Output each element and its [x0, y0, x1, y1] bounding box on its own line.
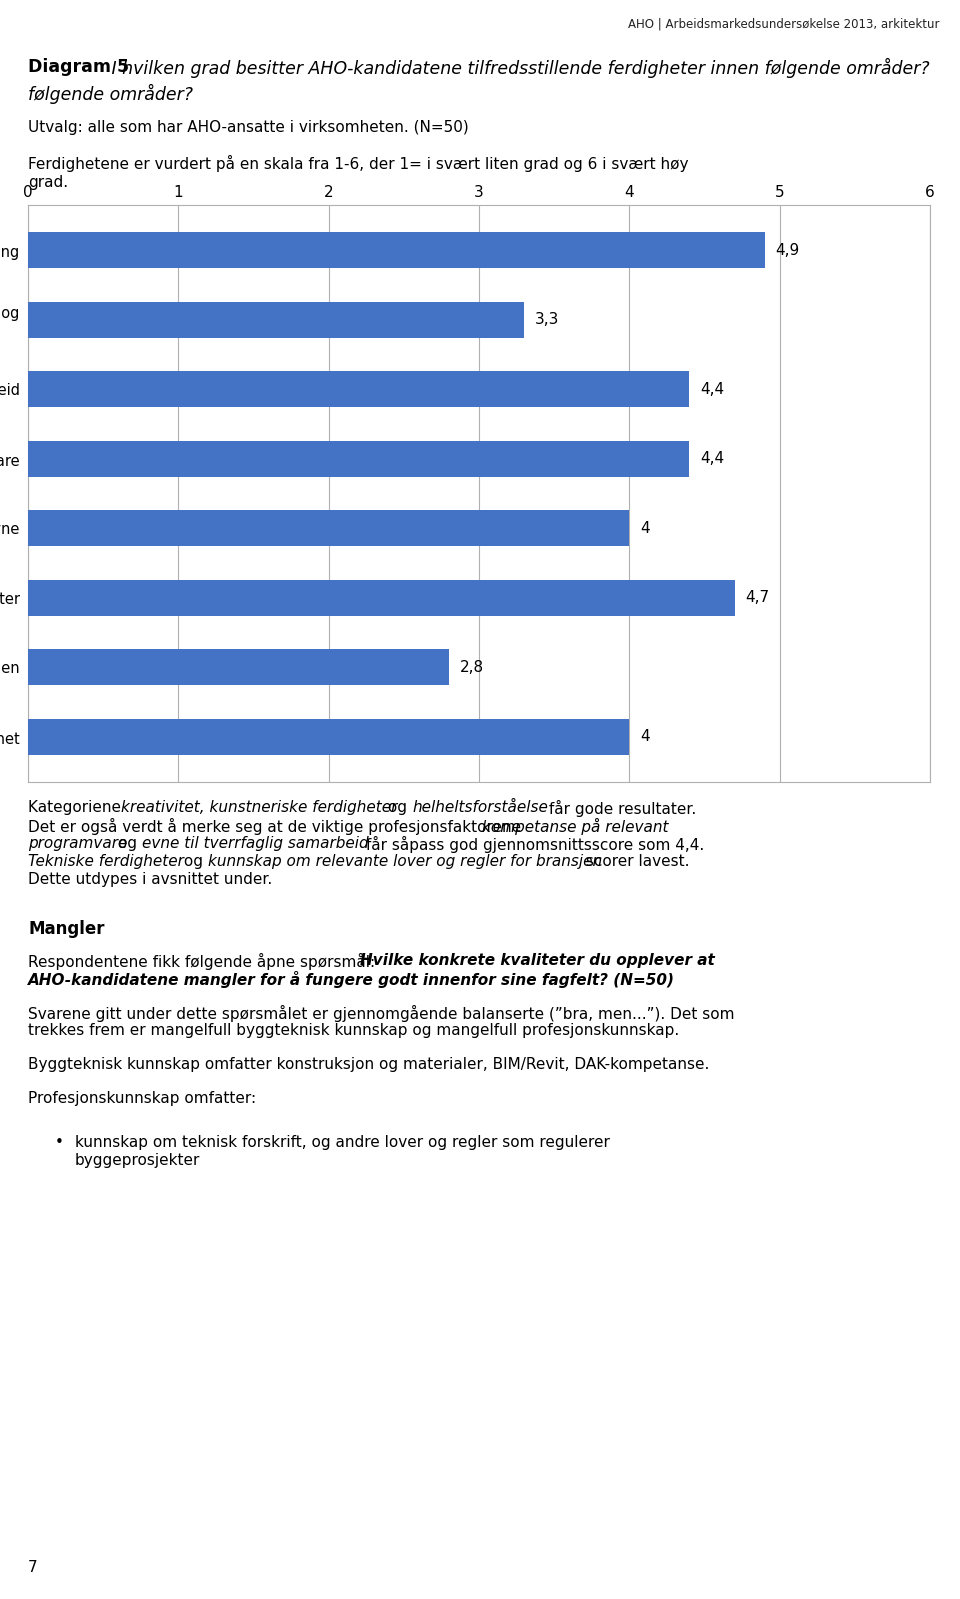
- Text: Hvilke konkrete kvaliteter du opplever at: Hvilke konkrete kvaliteter du opplever a…: [360, 953, 715, 967]
- Text: 2,8: 2,8: [460, 660, 484, 675]
- Text: 4: 4: [640, 521, 650, 536]
- Text: Profesjonskunnskap omfatter:: Profesjonskunnskap omfatter:: [28, 1091, 256, 1107]
- Text: 7: 7: [28, 1561, 37, 1575]
- Text: 3,3: 3,3: [535, 312, 559, 328]
- Bar: [28, 441, 689, 477]
- Text: Svarene gitt under dette spørsmålet er gjennomgående balanserte (”bra, men...”).: Svarene gitt under dette spørsmålet er g…: [28, 1006, 734, 1022]
- Text: kreativitet, kunstneriske ferdigheter: kreativitet, kunstneriske ferdigheter: [121, 800, 397, 815]
- Bar: [28, 580, 734, 616]
- Text: Tekniske ferdigheter: Tekniske ferdigheter: [28, 854, 184, 868]
- Text: Dette utdypes i avsnittet under.: Dette utdypes i avsnittet under.: [28, 871, 273, 887]
- Text: byggeprosjekter: byggeprosjekter: [75, 1153, 201, 1167]
- Text: 4,9: 4,9: [775, 243, 800, 257]
- Bar: [28, 371, 689, 408]
- Text: evne til tverrfaglig samarbeid: evne til tverrfaglig samarbeid: [142, 836, 369, 851]
- Text: 4: 4: [640, 729, 650, 744]
- Text: •: •: [55, 1135, 64, 1150]
- Bar: [28, 510, 630, 547]
- Text: 4,4: 4,4: [700, 382, 724, 397]
- Text: programvare: programvare: [28, 836, 128, 851]
- Text: Utvalg: alle som har AHO-ansatte i virksomheten. (N=50): Utvalg: alle som har AHO-ansatte i virks…: [28, 120, 468, 134]
- Text: Mangler: Mangler: [28, 919, 105, 939]
- Bar: [28, 649, 449, 686]
- Text: Det er også verdt å merke seg at de viktige profesjonsfaktorene: Det er også verdt å merke seg at de vikt…: [28, 819, 526, 835]
- Bar: [28, 232, 764, 269]
- Bar: [28, 718, 630, 755]
- Text: AHO-kandidatene mangler for å fungere godt innenfor sine fagfelt? (N=50): AHO-kandidatene mangler for å fungere go…: [28, 971, 675, 988]
- Text: grad.: grad.: [28, 174, 68, 190]
- Text: 4,7: 4,7: [745, 590, 769, 606]
- Text: AHO | Arbeidsmarkedsundersøkelse 2013, arkitektur: AHO | Arbeidsmarkedsundersøkelse 2013, a…: [629, 18, 940, 30]
- Text: kunnskap om relevante lover og regler for bransjen: kunnskap om relevante lover og regler fo…: [208, 854, 602, 868]
- Bar: [28, 302, 524, 337]
- Text: Kategoriene: Kategoriene: [28, 800, 126, 815]
- Text: får gode resultater.: får gode resultater.: [544, 800, 696, 817]
- Text: 4,4: 4,4: [700, 451, 724, 467]
- Text: Respondentene fikk følgende åpne spørsmål:: Respondentene fikk følgende åpne spørsmå…: [28, 953, 380, 971]
- Text: Byggteknisk kunnskap omfatter konstruksjon og materialer, BIM/Revit, DAK-kompeta: Byggteknisk kunnskap omfatter konstruksj…: [28, 1057, 709, 1071]
- Text: kunnskap om teknisk forskrift, og andre lover og regler som regulerer: kunnskap om teknisk forskrift, og andre …: [75, 1135, 610, 1150]
- Text: kompetanse på relevant: kompetanse på relevant: [482, 819, 668, 835]
- Text: scorer lavest.: scorer lavest.: [581, 854, 689, 868]
- Text: og: og: [179, 854, 208, 868]
- Text: Ferdighetene er vurdert på en skala fra 1-6, der 1= i svært liten grad og 6 i sv: Ferdighetene er vurdert på en skala fra …: [28, 155, 688, 173]
- Text: følgende områder?: følgende områder?: [28, 85, 193, 104]
- Text: og: og: [383, 800, 412, 815]
- Text: I hvilken grad besitter AHO-kandidatene tilfredsstillende ferdigheter innen følg: I hvilken grad besitter AHO-kandidatene …: [106, 58, 929, 78]
- Text: Diagram 5: Diagram 5: [28, 58, 130, 77]
- Text: helheltsforståelse: helheltsforståelse: [412, 800, 548, 815]
- Text: og: og: [113, 836, 142, 851]
- Text: trekkes frem er mangelfull byggteknisk kunnskap og mangelfull profesjonskunnskap: trekkes frem er mangelfull byggteknisk k…: [28, 1023, 680, 1038]
- Text: får såpass god gjennomsnittsscore som 4,4.: får såpass god gjennomsnittsscore som 4,…: [361, 836, 705, 852]
